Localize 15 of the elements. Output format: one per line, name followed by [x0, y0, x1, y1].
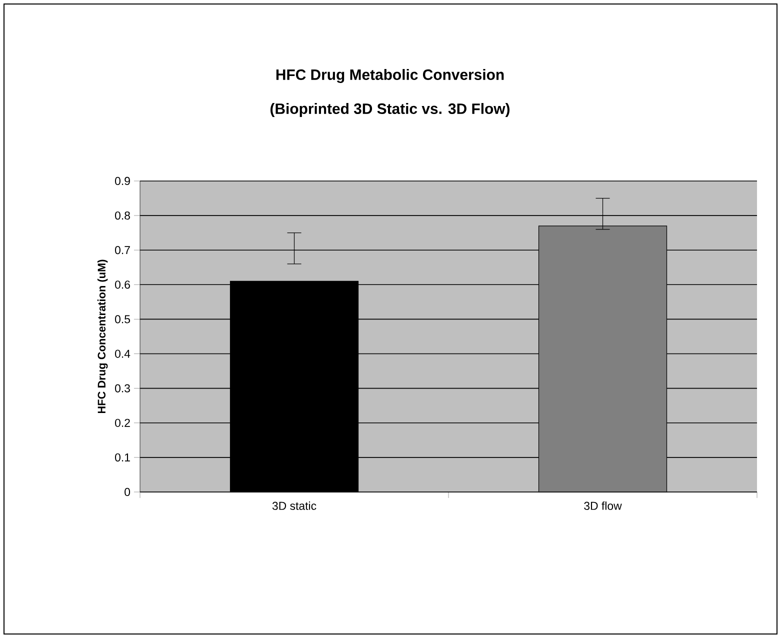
y-tick-label: 0.7 [115, 246, 130, 254]
y-tick-label: 0.3 [115, 384, 130, 392]
chart-subtitle: (Bioprinted 3D Static vs. 3D Flow) [270, 103, 510, 117]
x-tick-label: 3D flow [584, 502, 622, 510]
chart-title: HFC Drug Metabolic Conversion [276, 68, 504, 83]
x-tick-label: 3D static [272, 502, 316, 510]
y-tick-label: 0.9 [115, 176, 130, 186]
y-tick-label: 0.2 [115, 418, 130, 427]
y-tick-label: 0 [124, 488, 130, 496]
y-tick-label: 0.6 [115, 280, 130, 289]
y-tick-label: 0.4 [115, 350, 130, 358]
y-tick-label: 0.8 [115, 211, 130, 220]
y-axis-title: HFC Drug Concentration (uM) [97, 260, 108, 414]
y-tick-label: 0.5 [115, 315, 130, 324]
y-tick-label: 0.1 [115, 453, 130, 462]
